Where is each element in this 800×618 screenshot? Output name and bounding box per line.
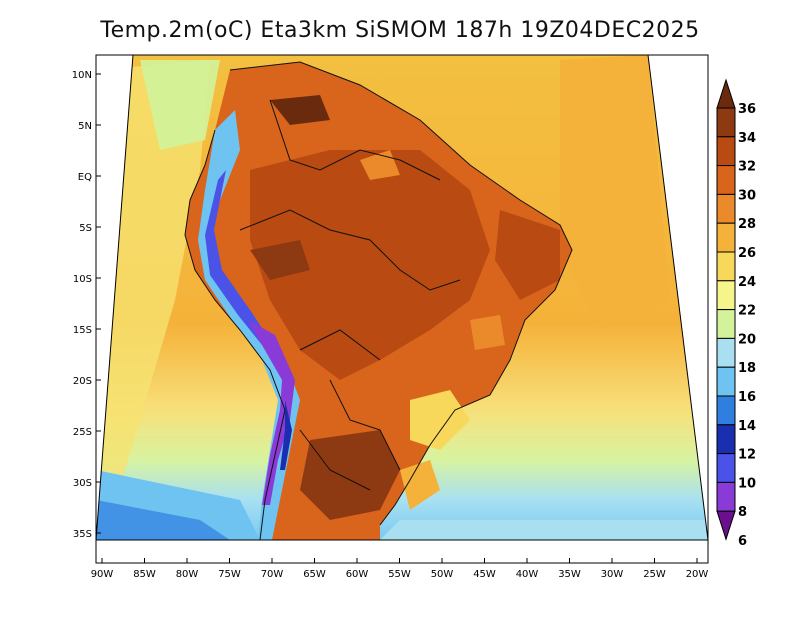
lon-tick-label: 85W (133, 569, 156, 580)
lon-tick-label: 50W (431, 569, 454, 580)
colorbar-label: 18 (738, 361, 756, 376)
colorbar-label: 36 (738, 102, 756, 117)
colorbar-segment (716, 165, 736, 195)
longitude-axis: 90W 85W 80W 75W 70W 65W 60W 55W 50W 45W 40W 35W 30W 2… (91, 558, 709, 580)
colorbar-label: 6 (738, 534, 747, 549)
lat-tick-label: 35S (73, 529, 92, 540)
lon-tick-label: 35W (558, 569, 581, 580)
colorbar-label: 26 (738, 246, 756, 261)
colorbar-segment (716, 280, 736, 311)
lon-tick-label: 30W (601, 569, 624, 580)
colorbar-label: 14 (738, 419, 756, 434)
lat-tick-label: 15S (73, 325, 92, 336)
lon-tick-label: 60W (346, 569, 369, 580)
lon-tick-label: 55W (388, 569, 411, 580)
lat-tick-label: 10N (72, 70, 92, 81)
lon-tick-label: 20W (686, 569, 709, 580)
colorbar-label: 28 (738, 217, 756, 232)
colorbar-label: 32 (738, 160, 756, 175)
colorbar-segment (716, 395, 736, 426)
axes-box (95, 54, 709, 564)
lat-tick-label: 25S (73, 427, 92, 438)
colorbar-segment (716, 136, 736, 167)
lon-tick-label: 70W (261, 569, 284, 580)
lat-tick-label: 5N (78, 121, 92, 132)
colorbar-segment (716, 193, 736, 224)
colorbar-segment (716, 481, 736, 512)
latitude-axis: 10N 5N EQ 5S 10S 15S 20S 25S 30S 35S (72, 70, 101, 540)
colorbar-label: 22 (738, 304, 756, 319)
colorbar-segment (716, 251, 736, 282)
colorbar-segment (716, 337, 736, 368)
lon-tick-label: 45W (473, 569, 496, 580)
colorbar-segment (716, 366, 736, 397)
lat-tick-label: 30S (73, 478, 92, 489)
colorbar-segment (716, 453, 736, 483)
colorbar-label: 30 (738, 188, 756, 203)
lon-tick-label: 90W (91, 569, 114, 580)
colorbar-label: 12 (738, 448, 756, 463)
temperature-field (96, 55, 708, 540)
map-title: Temp.2m(oC) Eta3km SiSMOM 187h 19Z04DEC2… (100, 18, 700, 43)
lon-tick-label: 75W (218, 569, 241, 580)
lon-tick-label: 80W (176, 569, 199, 580)
colorbar-label: 8 (738, 505, 747, 520)
colorbar-segment (716, 107, 736, 138)
lat-tick-label: 5S (79, 223, 92, 234)
colorbar-label: 34 (738, 131, 756, 146)
lat-tick-label: EQ (78, 172, 92, 183)
country-borders (184, 61, 573, 541)
lon-tick-label: 65W (303, 569, 326, 580)
lon-tick-label: 25W (643, 569, 666, 580)
colorbar-label: 24 (738, 275, 756, 290)
colorbar-bottom-arrow (716, 510, 736, 541)
lat-tick-label: 20S (73, 376, 92, 387)
colorbar-top-arrow (716, 78, 736, 109)
lon-tick-label: 40W (516, 569, 539, 580)
colorbar-segment (716, 309, 736, 339)
colorbar-segment (716, 222, 736, 253)
colorbar-label: 10 (738, 476, 756, 491)
colorbar: 36 34 32 30 28 26 24 22 20 18 16 14 12 10 8 6 (716, 78, 756, 549)
lat-tick-label: 10S (73, 274, 92, 285)
colorbar-segment (716, 424, 736, 455)
colorbar-label: 16 (738, 390, 756, 405)
colorbar-label: 20 (738, 332, 756, 347)
